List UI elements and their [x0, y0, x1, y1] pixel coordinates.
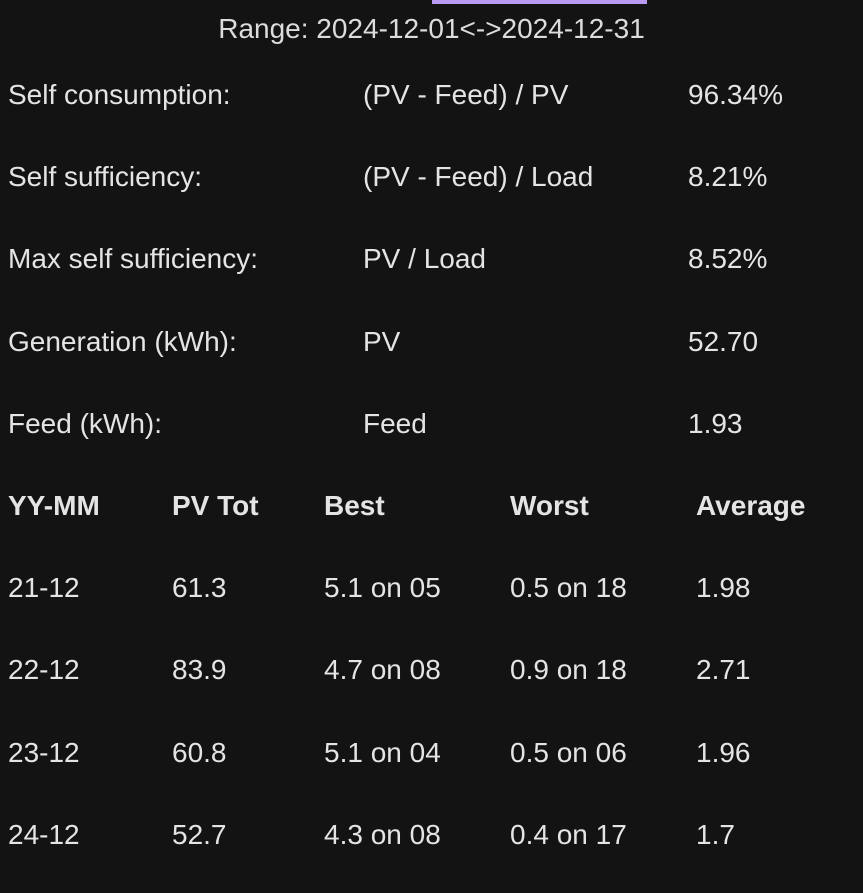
cell-month: 21-12 [8, 572, 80, 603]
table-row: 24-12 52.7 4.3 on 08 0.4 on 17 1.7 [8, 815, 858, 855]
metric-value: 8.52% [688, 243, 768, 274]
cell-pv-total: 83.9 [172, 654, 227, 685]
metric-max-self-sufficiency: Max self sufficiency: PV / Load 8.52% [8, 239, 858, 279]
metric-label: Max self sufficiency: [8, 243, 259, 274]
metric-label: Generation (kWh): [8, 326, 237, 357]
metric-value: 96.34% [688, 79, 783, 110]
column-header-best: Best [324, 490, 385, 521]
metric-formula: PV [363, 326, 401, 357]
cell-worst: 0.4 on 17 [510, 819, 627, 850]
metric-generation: Generation (kWh): PV 52.70 [8, 322, 858, 362]
cell-best: 4.3 on 08 [324, 819, 441, 850]
metric-formula: (PV - Feed) / Load [363, 161, 594, 192]
cell-month: 22-12 [8, 654, 80, 685]
cell-average: 1.7 [696, 819, 735, 850]
table-row: 21-12 61.3 5.1 on 05 0.5 on 18 1.98 [8, 568, 858, 608]
cell-average: 1.98 [696, 572, 751, 603]
cell-best: 4.7 on 08 [324, 654, 441, 685]
metric-value: 1.93 [688, 408, 743, 439]
metric-self-consumption: Self consumption: (PV - Feed) / PV 96.34… [8, 75, 858, 115]
cell-best: 5.1 on 05 [324, 572, 441, 603]
cell-worst: 0.5 on 06 [510, 737, 627, 768]
column-header-average: Average [696, 490, 806, 521]
metric-feed: Feed (kWh): Feed 1.93 [8, 404, 858, 444]
metric-self-sufficiency: Self sufficiency: (PV - Feed) / Load 8.2… [8, 157, 858, 197]
column-header-pv-total: PV Tot [172, 490, 259, 521]
cell-month: 23-12 [8, 737, 80, 768]
cell-pv-total: 52.7 [172, 819, 227, 850]
table-row: 22-12 83.9 4.7 on 08 0.9 on 18 2.71 [8, 650, 858, 690]
column-header-worst: Worst [510, 490, 589, 521]
cell-pv-total: 61.3 [172, 572, 227, 603]
metric-formula: PV / Load [363, 243, 486, 274]
metric-label: Self sufficiency: [8, 161, 203, 192]
cell-month: 24-12 [8, 819, 80, 850]
table-row: 23-12 60.8 5.1 on 04 0.5 on 06 1.96 [8, 733, 858, 773]
metric-value: 8.21% [688, 161, 768, 192]
metric-formula: Feed [363, 408, 427, 439]
metric-label: Self consumption: [8, 79, 231, 110]
column-header-month: YY-MM [8, 490, 100, 521]
cell-average: 1.96 [696, 737, 751, 768]
monthly-table-header: YY-MM PV Tot Best Worst Average [8, 486, 858, 526]
metric-value: 52.70 [688, 326, 759, 357]
cell-worst: 0.9 on 18 [510, 654, 627, 685]
metric-label: Feed (kWh): [8, 408, 163, 439]
metric-formula: (PV - Feed) / PV [363, 79, 569, 110]
date-range: Range: 2024-12-01<->2024-12-31 [218, 13, 645, 44]
cell-average: 2.71 [696, 654, 751, 685]
tab-indicator [432, 0, 647, 4]
cell-best: 5.1 on 04 [324, 737, 441, 768]
cell-worst: 0.5 on 18 [510, 572, 627, 603]
cell-pv-total: 60.8 [172, 737, 227, 768]
